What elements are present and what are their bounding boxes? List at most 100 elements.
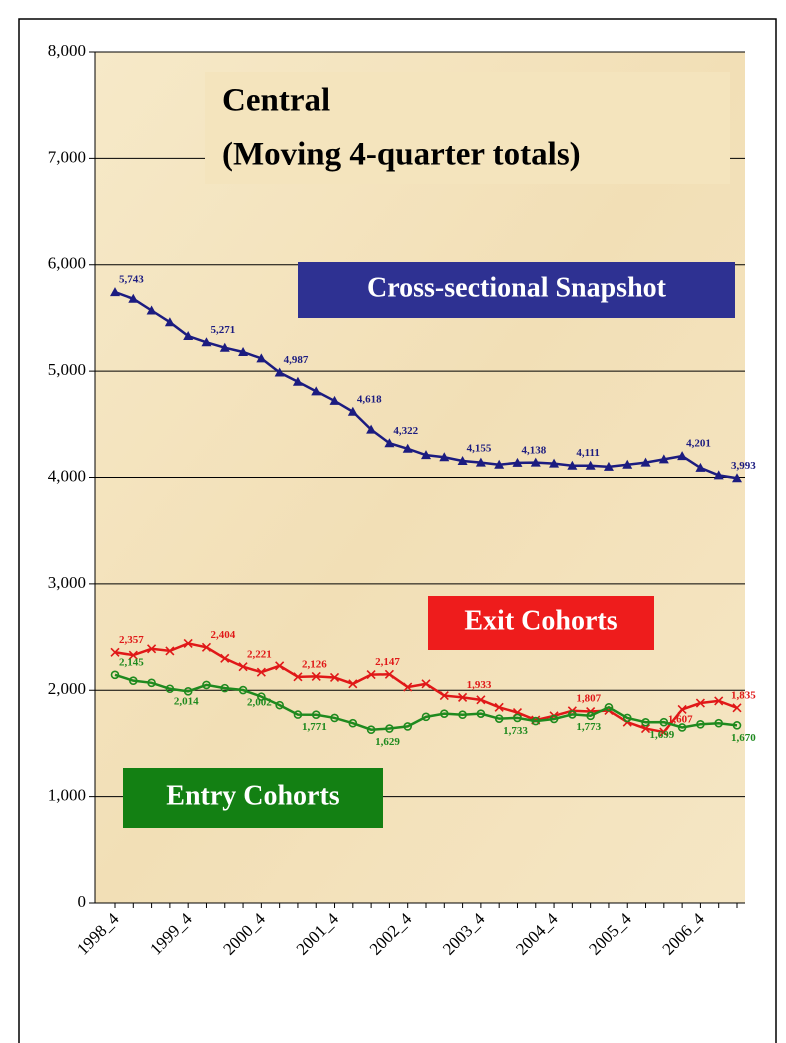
marker <box>275 700 284 710</box>
marker <box>494 702 504 712</box>
y-tick-label: 7,000 <box>48 147 86 166</box>
marker <box>220 653 230 663</box>
marker <box>238 346 249 356</box>
legend-box <box>428 596 654 650</box>
marker <box>713 470 724 480</box>
marker <box>586 711 595 721</box>
marker <box>421 450 431 460</box>
marker <box>147 678 156 688</box>
legend-label: Exit Cohorts <box>464 605 617 636</box>
marker <box>348 718 358 728</box>
marker <box>695 698 705 708</box>
data-label: 1,933 <box>467 679 492 691</box>
marker <box>329 395 340 405</box>
marker <box>311 671 321 681</box>
marker <box>202 680 211 690</box>
marker <box>714 718 724 728</box>
legend-label: Cross-sectional Snapshot <box>367 272 667 303</box>
data-label: 1,773 <box>576 721 601 733</box>
marker <box>183 687 193 696</box>
marker <box>531 716 541 726</box>
data-label: 1,629 <box>375 736 400 748</box>
data-label: 2,147 <box>375 656 400 668</box>
marker <box>403 722 413 731</box>
data-label: 4,111 <box>576 447 600 459</box>
data-label: 4,138 <box>521 444 546 456</box>
marker <box>513 713 522 723</box>
y-tick-label: 4,000 <box>48 466 86 485</box>
marker <box>403 682 413 692</box>
marker <box>732 703 742 713</box>
data-label: 4,322 <box>393 425 418 437</box>
marker <box>128 293 139 303</box>
marker <box>256 353 267 363</box>
marker <box>110 287 120 297</box>
marker <box>439 452 450 462</box>
marker <box>603 461 614 471</box>
marker <box>311 386 322 396</box>
marker <box>476 709 486 718</box>
data-label: 2,221 <box>247 648 272 660</box>
y-tick-label: 8,000 <box>48 41 86 60</box>
data-label: 1,771 <box>302 721 327 733</box>
marker <box>568 710 577 719</box>
y-tick-label: 5,000 <box>48 360 86 379</box>
data-label: 4,155 <box>467 443 492 455</box>
marker <box>402 443 413 453</box>
marker <box>714 696 724 706</box>
data-label: 4,201 <box>686 438 711 450</box>
marker <box>329 672 340 683</box>
chart-title: Central <box>222 83 330 119</box>
legend-box <box>298 262 735 318</box>
marker <box>585 460 596 470</box>
data-label: 1,807 <box>576 692 601 704</box>
marker <box>677 704 687 714</box>
title-box <box>205 72 730 184</box>
marker <box>475 457 486 467</box>
marker <box>457 456 468 466</box>
marker <box>330 713 339 723</box>
data-label: 5,271 <box>210 324 235 336</box>
marker <box>275 661 285 671</box>
marker <box>385 724 394 733</box>
marker <box>220 683 230 693</box>
y-tick-label: 3,000 <box>48 573 86 592</box>
data-label: 1,733 <box>503 725 528 737</box>
marker <box>146 305 157 315</box>
marker <box>696 719 705 729</box>
marker <box>494 714 504 723</box>
marker <box>494 459 505 469</box>
data-label: 1,699 <box>650 729 675 741</box>
marker <box>384 438 395 448</box>
marker <box>110 647 120 657</box>
data-label: 1,607 <box>668 714 693 726</box>
data-label: 4,987 <box>284 354 309 366</box>
marker <box>604 702 614 712</box>
y-tick-label: 0 <box>78 892 87 911</box>
marker <box>201 642 212 652</box>
marker <box>677 451 688 461</box>
marker <box>293 672 303 682</box>
data-label: 1,670 <box>731 732 756 744</box>
marker <box>257 692 266 701</box>
marker <box>219 342 230 352</box>
marker <box>366 424 377 434</box>
data-label: 2,357 <box>119 634 144 646</box>
marker <box>641 717 650 727</box>
marker <box>640 723 651 734</box>
data-label: 2,002 <box>247 697 272 709</box>
marker <box>201 337 212 347</box>
marker <box>366 670 376 680</box>
marker <box>128 676 138 685</box>
marker <box>659 727 669 737</box>
y-tick-label: 2,000 <box>48 679 86 698</box>
legend-box <box>123 768 383 828</box>
data-label: 1,835 <box>731 689 756 701</box>
data-label: 2,014 <box>174 695 199 707</box>
marker <box>695 462 706 472</box>
marker <box>274 367 285 377</box>
marker <box>183 638 193 649</box>
marker <box>128 650 138 660</box>
marker <box>640 457 651 467</box>
